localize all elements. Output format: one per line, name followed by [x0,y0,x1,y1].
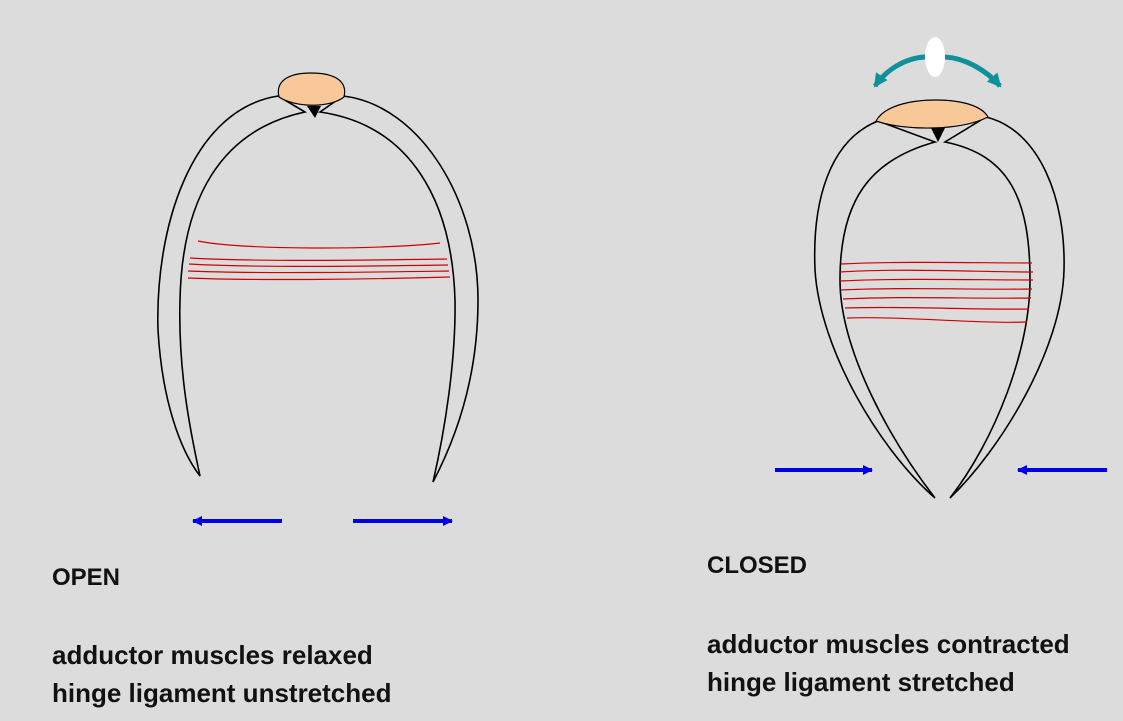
closed-right-valve [942,116,1065,499]
closed-muscle-status: adductor muscles contracted [707,629,1070,659]
closed-hinge-tooth [931,128,945,142]
open-ligament-status: hinge ligament unstretched [52,678,392,708]
rotation-indicator [872,37,1002,88]
pivot-ellipse [925,37,945,77]
open-hinge-tooth [307,106,321,118]
open-adductor-muscle [187,240,451,281]
closed-left-valve [813,120,938,499]
open-hinge-ligament [277,72,346,106]
rotation-arrow-right [944,54,1002,88]
closed-ligament-status: hinge ligament stretched [707,667,1015,697]
closed-title: CLOSED [707,552,808,579]
closed-shell [813,99,1065,499]
open-title: OPEN [52,564,121,591]
open-left-valve [157,95,308,477]
open-right-valve [317,95,479,483]
rotation-arrow-left [872,54,926,88]
open-muscle-status: adductor muscles relaxed [52,640,373,670]
closed-hinge-ligament [875,99,989,129]
open-shell [157,72,479,483]
closed-adductor-muscle [839,261,1034,323]
